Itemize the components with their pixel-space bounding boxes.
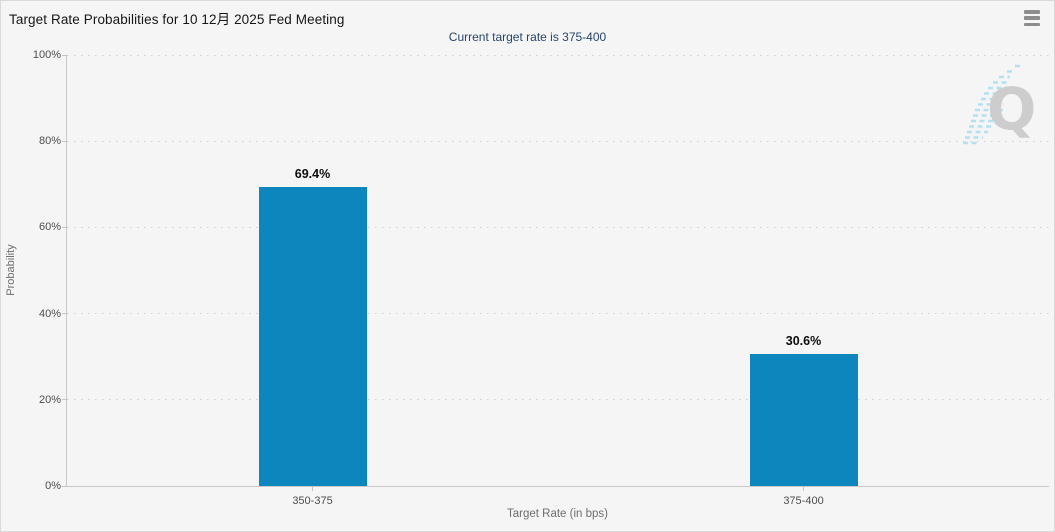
quikstrike-q-watermark: Q	[963, 64, 1036, 145]
hamburger-menu-icon	[1024, 22, 1040, 26]
chart-title: Target Rate Probabilities for 10 12月 202…	[9, 12, 345, 27]
gridline	[67, 226, 1049, 228]
x-tick-mark	[312, 486, 313, 491]
probability-bar	[749, 354, 858, 486]
x-tick-mark	[803, 486, 804, 491]
y-tick-label: 80%	[38, 135, 61, 148]
gridline	[67, 54, 1049, 56]
y-tick-label: 40%	[38, 307, 61, 320]
y-tick-label: 0%	[45, 480, 61, 492]
chart-subtitle: Current target rate is 375-400	[448, 30, 607, 44]
hamburger-menu-icon	[1024, 16, 1040, 20]
y-tick-mark	[62, 313, 67, 315]
gridline	[67, 313, 1049, 315]
bar-value-label: 30.6%	[785, 334, 822, 349]
y-tick-label: 20%	[38, 393, 61, 406]
y-tick-label: 60%	[38, 221, 61, 234]
x-axis-title: Target Rate (in bps)	[507, 508, 608, 520]
y-tick-mark	[62, 399, 67, 401]
x-category-label: 375-400	[783, 495, 824, 507]
chart-plot-area: Q 100% 80% 60% 40% 20% 0% 69.4% 350-375 30.6% 375…	[33, 49, 1049, 507]
y-tick-mark	[62, 226, 67, 228]
probability-bar	[258, 186, 367, 486]
watermark-letter: Q	[987, 75, 1036, 143]
gridline	[67, 399, 1049, 401]
y-axis-title: Probability	[5, 244, 17, 296]
bar-value-label: 69.4%	[294, 166, 331, 181]
y-tick-mark	[62, 140, 67, 142]
x-category-label: 350-375	[292, 495, 333, 507]
chart-menu-button[interactable]	[1022, 9, 1042, 27]
hamburger-menu-icon	[1024, 10, 1040, 14]
y-tick-label: 100%	[32, 49, 61, 61]
y-tick-mark	[62, 54, 67, 56]
y-tick-mark	[62, 485, 67, 487]
gridline	[67, 140, 1049, 142]
